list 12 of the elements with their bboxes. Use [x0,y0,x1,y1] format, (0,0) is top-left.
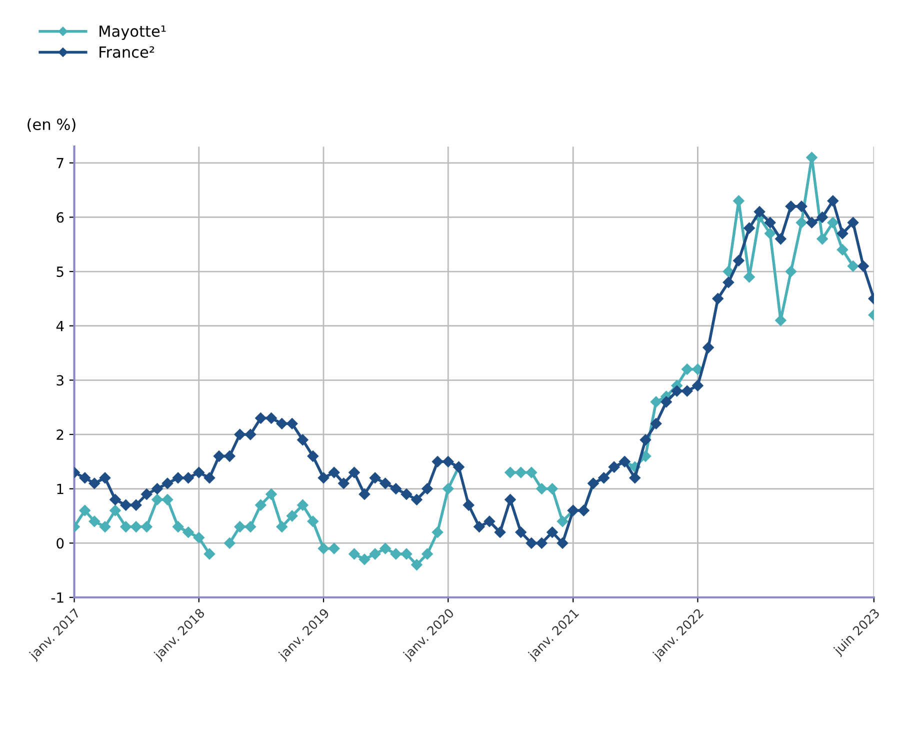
y-tick-label: 5 [56,266,64,277]
y-tick-label: -1 [51,592,64,603]
legend-label: France² [100,46,154,58]
y-tick-label: 3 [56,375,64,386]
y-tick-label: 1 [57,484,64,494]
y-tick-label: 6 [56,212,64,223]
y-axis-title: (en %) [28,118,76,132]
y-tick-label: 0 [56,538,64,549]
y-tick-label: 4 [56,320,64,332]
legend-label: Mayotte¹ [100,26,166,40]
y-tick-label: 7 [56,158,64,168]
y-tick-label: 2 [56,429,64,440]
